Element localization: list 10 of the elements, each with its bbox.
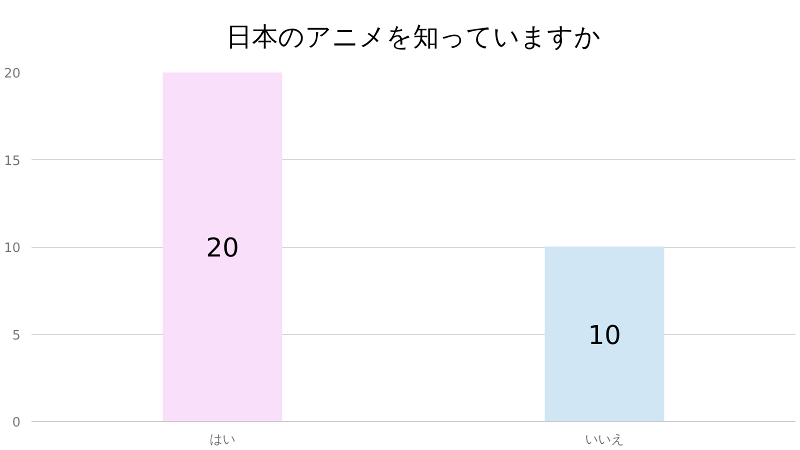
chart-title: 日本のアニメを知っていますか bbox=[226, 22, 601, 52]
y-tick-label: 5 bbox=[12, 328, 21, 344]
y-tick-label: 0 bbox=[12, 416, 21, 430]
data-label: 20 bbox=[206, 234, 240, 264]
y-tick-label: 10 bbox=[4, 241, 21, 256]
x-tick-label: いいえ bbox=[585, 432, 624, 448]
y-tick-label: 20 bbox=[4, 66, 21, 82]
x-tick-label: はい bbox=[210, 432, 236, 448]
y-tick-label: 15 bbox=[4, 154, 21, 169]
data-label: 10 bbox=[588, 320, 622, 351]
